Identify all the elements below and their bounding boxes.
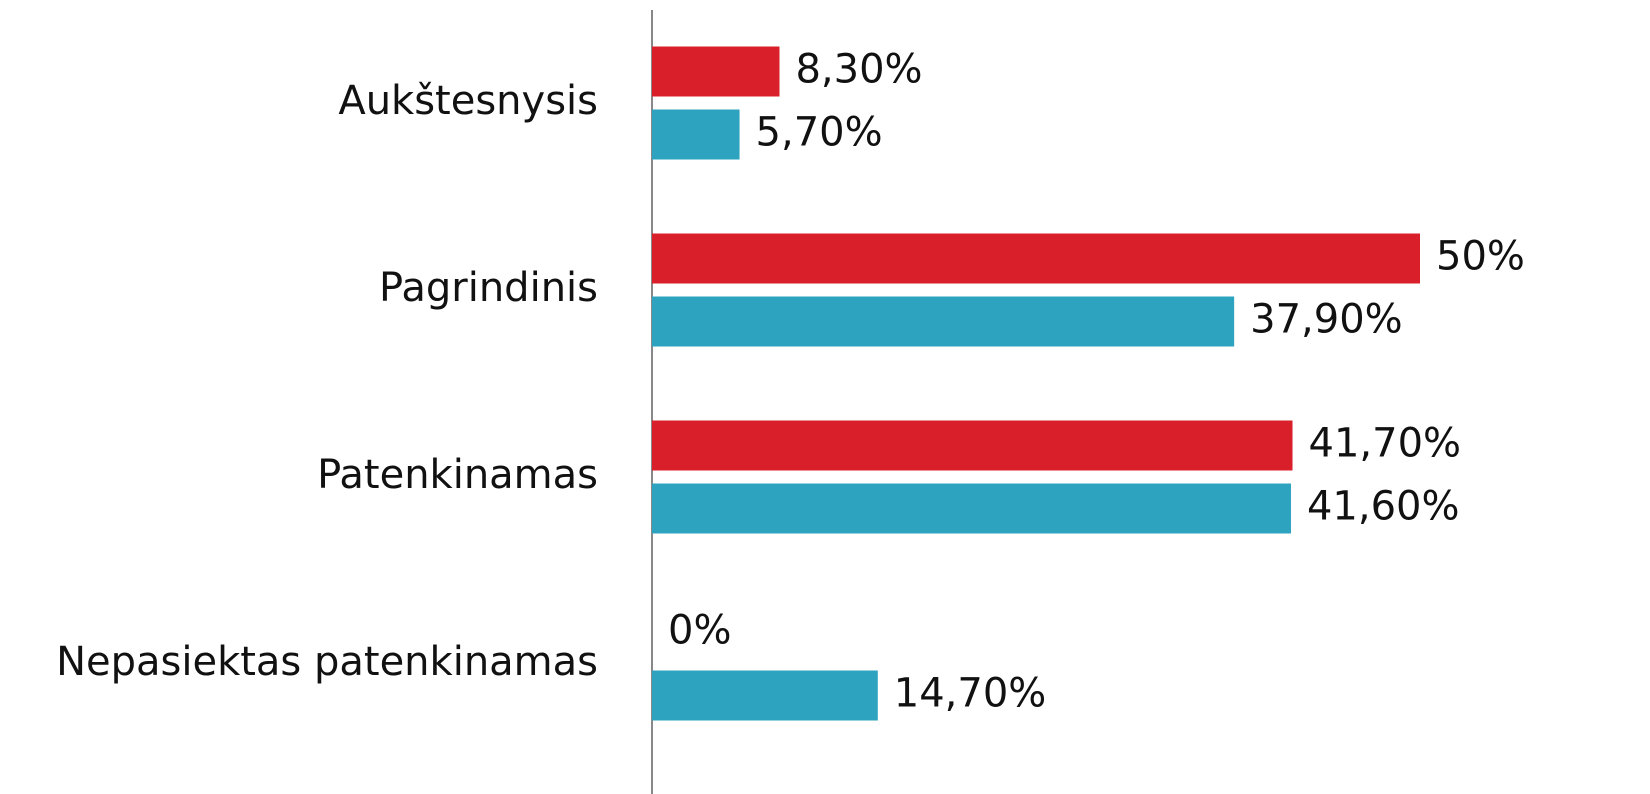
value-label: 0% [668, 608, 731, 654]
bar [652, 233, 1420, 284]
category-label: Pagrindinis [379, 265, 598, 311]
value-label: 41,70% [1309, 421, 1462, 467]
category-label: Nepasiektas patenkinamas [56, 639, 598, 685]
value-label: 8,30% [795, 47, 922, 93]
category-label: Patenkinamas [317, 452, 598, 498]
bar [652, 296, 1235, 347]
value-label: 37,90% [1250, 297, 1403, 343]
value-label: 50% [1436, 234, 1525, 280]
value-label: 41,60% [1307, 484, 1460, 530]
category-label: Aukštesnysis [338, 78, 598, 124]
bar [652, 483, 1291, 534]
value-label: 14,70% [894, 671, 1047, 717]
bar [652, 670, 878, 721]
bar [652, 420, 1293, 471]
bar [652, 46, 780, 97]
bar [652, 109, 740, 160]
value-label: 5,70% [756, 110, 883, 156]
